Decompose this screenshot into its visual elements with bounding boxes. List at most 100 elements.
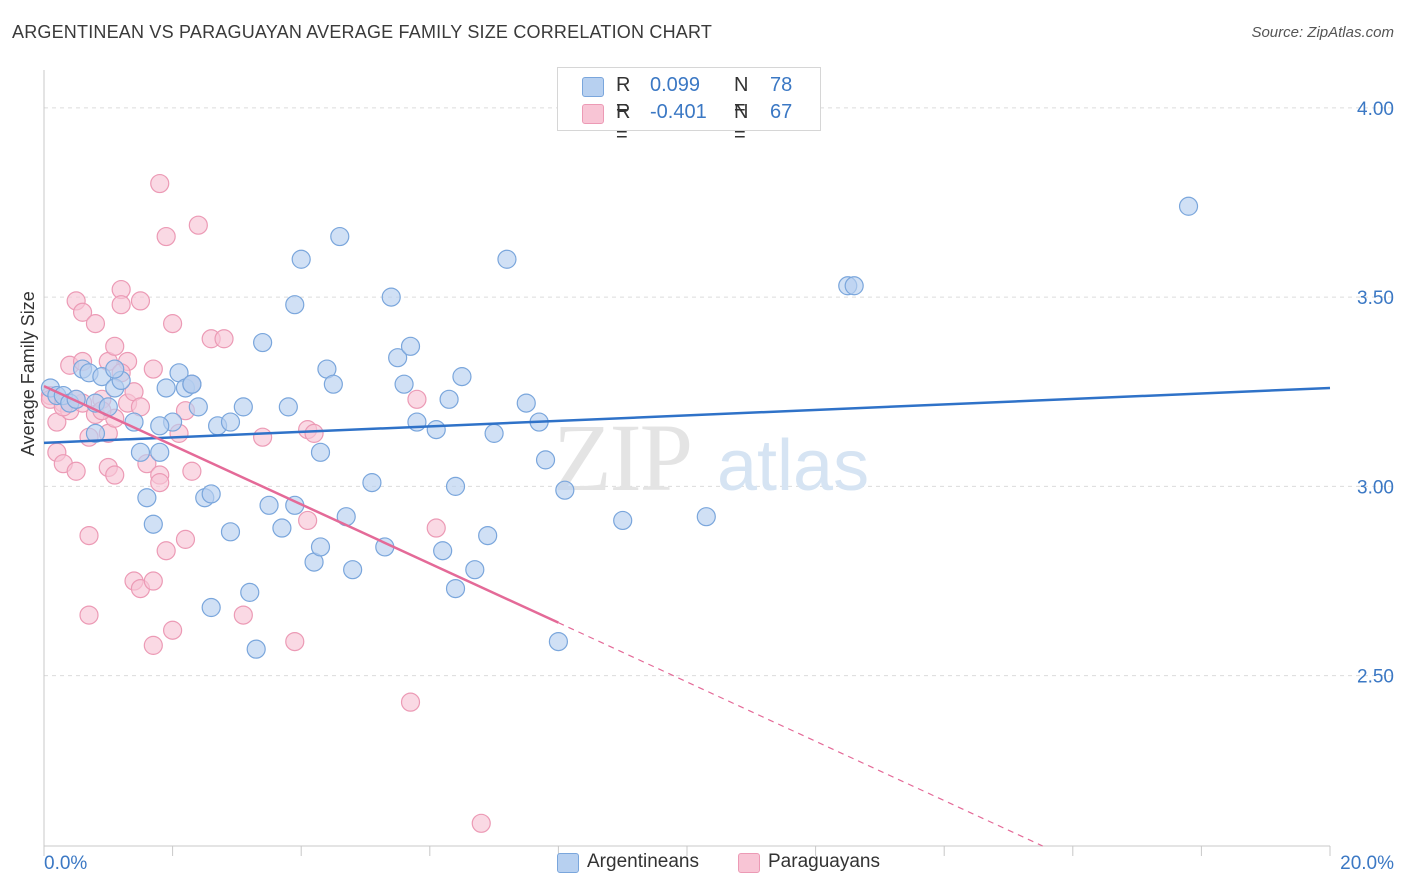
argentineans-point [535, 450, 556, 470]
paraguayans-trend-extension [558, 622, 1043, 847]
paraguayans-point [426, 518, 446, 538]
paraguayans-point [111, 295, 131, 315]
argentineans-point [310, 442, 331, 462]
argentineans-point [330, 226, 350, 247]
argentineans-point [105, 359, 125, 379]
argentineans-point [201, 484, 221, 504]
paraguayans-point [150, 473, 170, 493]
x-tick-label: 0.0% [44, 853, 87, 874]
argentineans-point [259, 495, 279, 515]
paraguayans-point [400, 692, 421, 712]
argentineans-point [516, 393, 536, 413]
argentineans-point [439, 389, 459, 409]
argentineans-point [253, 332, 273, 353]
legend-r-label: R = [616, 101, 631, 146]
argentineans-point [233, 397, 253, 417]
argentineans-point [143, 514, 163, 534]
argentineans-point [240, 582, 260, 602]
argentineans-point [548, 631, 569, 652]
paraguayans-point [85, 314, 106, 334]
argentineans-point [323, 374, 343, 394]
chart-title: ARGENTINEAN VS PARAGUAYAN AVERAGE FAMILY… [12, 22, 713, 42]
y-tick-label: 3.50 [1357, 288, 1394, 309]
legend-n-value: 67 [770, 101, 793, 123]
y-tick-label: 2.50 [1357, 667, 1394, 688]
argentineans-trend-line [43, 386, 1331, 445]
argentineans-point [426, 420, 446, 440]
paraguayans-point [79, 525, 99, 546]
argentineans-point [272, 518, 292, 538]
y-tick-label: 3.00 [1357, 477, 1394, 498]
y-axis-label: Average Family Size [18, 291, 38, 456]
paraguayans-point [143, 571, 163, 591]
paraguayans-point [79, 605, 99, 625]
paraguayans-point [163, 314, 183, 334]
legend-swatch-blue [557, 853, 579, 873]
legend-r-label: R = [616, 74, 631, 119]
argentineans-point [310, 537, 331, 557]
legend-r-value: 0.099 [650, 74, 701, 96]
argentineans-point [291, 249, 311, 269]
legend: R = 0.099 N = 78 R = -0.401 N = 67 [557, 67, 821, 146]
paraguayans-point [143, 635, 163, 655]
argentineans-point [452, 367, 472, 387]
x-tick-label: 20.0% [1340, 853, 1394, 874]
argentineans-point [156, 378, 176, 398]
argentineans-point [445, 476, 466, 496]
paraguayans-point [156, 541, 176, 561]
paraguayans-point [72, 302, 93, 322]
paraguayans-point [253, 427, 273, 447]
paraguayans-point [175, 529, 196, 549]
paraguayans-point [182, 461, 202, 481]
legend-swatch-pink [582, 104, 604, 124]
argentineans-point [484, 423, 504, 443]
watermark-zip: ZIP [553, 404, 691, 511]
axes [43, 70, 1331, 856]
argentineans-point [220, 522, 241, 542]
paraguayans-point [285, 631, 305, 652]
paraguayans-point [188, 215, 208, 235]
paraguayans-point [214, 329, 234, 349]
source-label: Source: ZipAtlas.com [1251, 24, 1394, 41]
argentineans-point [613, 510, 633, 531]
argentineans-point [465, 560, 485, 580]
legend-swatch-pink [738, 853, 760, 873]
argentineans-point [188, 397, 208, 417]
paraguayans-point [130, 291, 151, 311]
argentineans-point [362, 473, 382, 493]
argentineans-point [150, 416, 170, 436]
paraguayans-point [143, 359, 163, 379]
argentineans-points [40, 196, 1199, 659]
argentineans-point [278, 397, 298, 417]
argentineans-point [182, 374, 202, 394]
legend-swatch-blue [582, 77, 604, 97]
legend-n-label: N = [734, 101, 749, 146]
argentineans-point [85, 423, 106, 443]
y-tick-labels: 2.50 3.00 3.50 4.00 [1357, 99, 1394, 688]
argentineans-point [381, 287, 401, 307]
argentineans-point [388, 348, 408, 368]
argentineans-point [343, 560, 363, 580]
watermark: ZIP atlas [553, 404, 869, 511]
argentineans-point [497, 249, 517, 269]
argentineans-point [394, 374, 414, 394]
argentineans-point [555, 480, 575, 500]
argentineans-point [130, 442, 151, 462]
legend-label: Paraguayans [768, 851, 880, 872]
argentineans-point [1178, 196, 1199, 216]
paraguayans-point [163, 620, 183, 640]
argentineans-point [478, 525, 498, 546]
x-tick-labels: 0.0% 20.0% [44, 853, 1394, 874]
argentineans-point [433, 541, 453, 561]
legend-r-value: -0.401 [650, 101, 707, 123]
trend-lines [43, 384, 1331, 847]
paraguayans-point [298, 510, 318, 531]
legend-n-label: N = [734, 74, 749, 119]
legend-n-value: 78 [770, 74, 793, 96]
argentineans-point [220, 412, 241, 432]
paraguayans-point [156, 226, 176, 247]
argentineans-point [285, 295, 305, 315]
paraguayans-point [105, 465, 125, 485]
paraguayans-point [471, 813, 491, 833]
